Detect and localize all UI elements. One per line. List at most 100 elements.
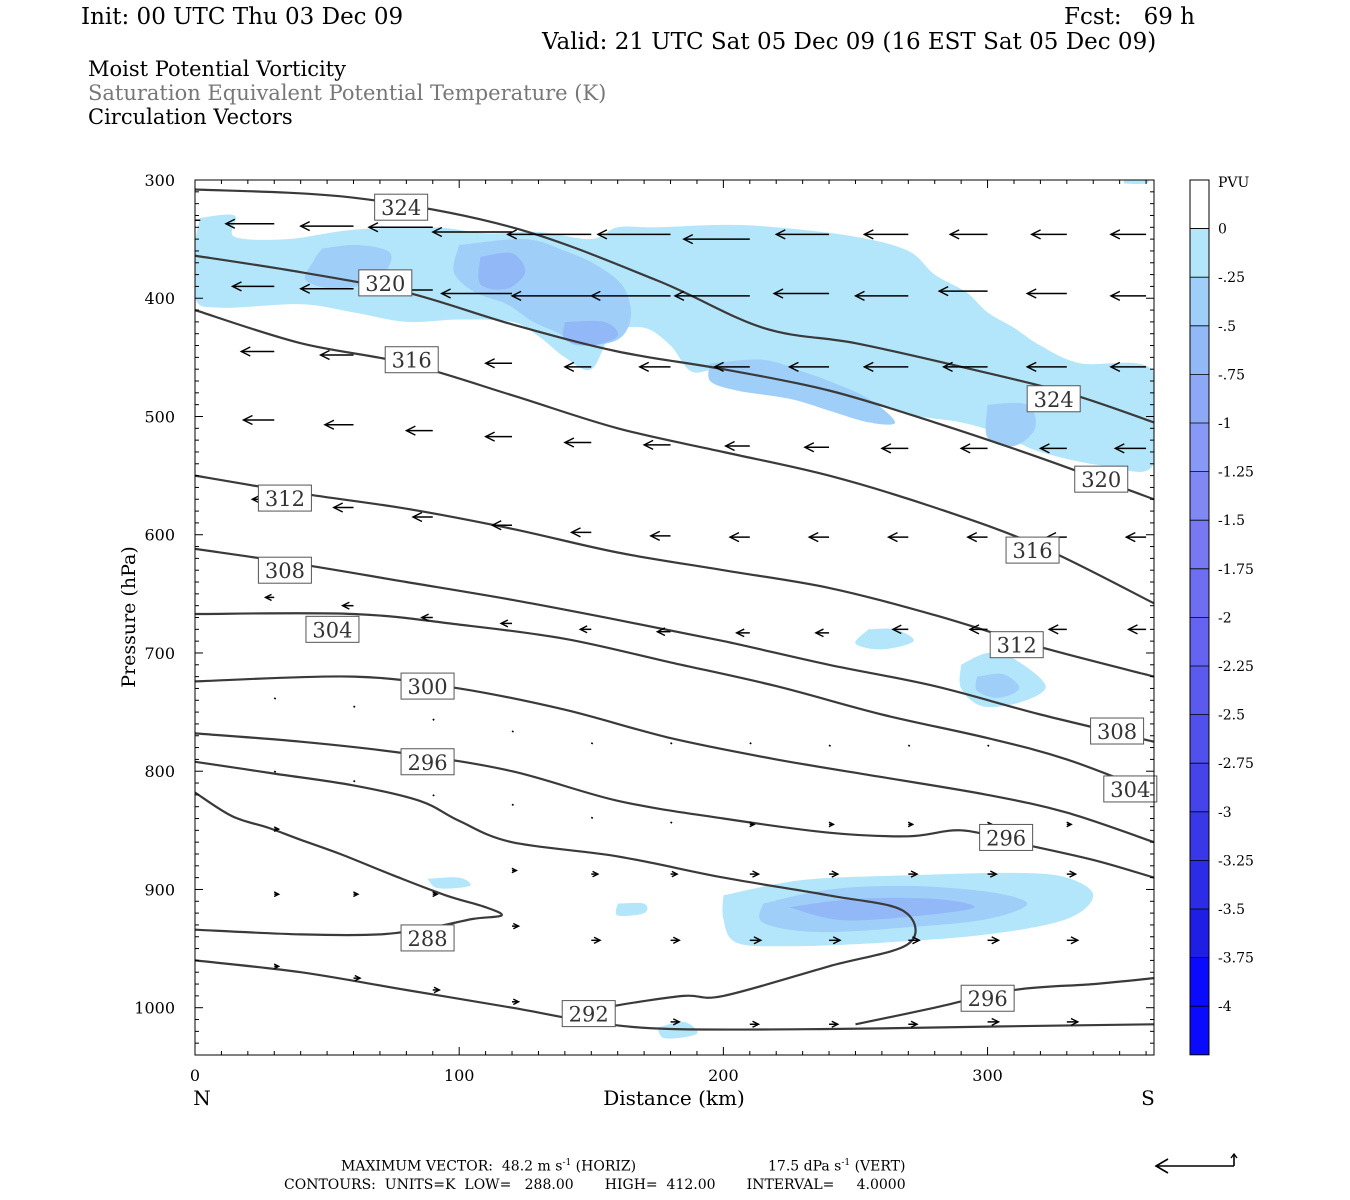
circulation-vector (511, 803, 514, 806)
circulation-vector (670, 936, 681, 944)
vector-head (649, 530, 661, 542)
vector-head (353, 891, 360, 898)
colorbar-unit: PVU (1218, 175, 1250, 191)
contour-label-box (305, 615, 360, 643)
circulation-vector (1066, 821, 1073, 828)
max-horiz-exponent: -1 (562, 1158, 572, 1168)
circulation-vector (273, 697, 277, 700)
contour-line (195, 760, 917, 1021)
circulation-vector (670, 1018, 681, 1026)
circulation-vector (1025, 288, 1067, 299)
contour-label: 300 (408, 675, 448, 699)
vector-head (853, 290, 865, 302)
contour-label-box (1103, 775, 1158, 803)
y-axis-label: Pressure (hPa) (118, 546, 140, 688)
x-tick-label: 200 (708, 1066, 739, 1085)
colorbar-label: -1.25 (1218, 465, 1254, 481)
vector-shaft (987, 744, 990, 747)
vector-head (831, 1020, 840, 1028)
circulation-vector (1124, 531, 1147, 543)
circulation-vector (886, 531, 909, 543)
field-title-pv: Moist Potential Vorticity (88, 57, 346, 81)
pv-region (615, 902, 648, 917)
circulation-vector (713, 361, 750, 372)
vector-head (989, 870, 998, 878)
vector-head (569, 527, 581, 538)
y-tick-label: 1000 (134, 999, 175, 1018)
vector-head (299, 220, 311, 232)
circulation-vector (941, 361, 988, 372)
vector-shaft (432, 794, 435, 797)
circulation-vector (499, 619, 513, 628)
y-tick-label: 500 (144, 407, 175, 426)
circulation-vector (1025, 361, 1067, 372)
circulation-vector (510, 290, 592, 302)
contour-label-box (1005, 536, 1060, 564)
circulation-vector (512, 922, 521, 930)
vector-head (513, 922, 521, 930)
contour-line (195, 254, 1154, 501)
circulation-vector (563, 437, 592, 448)
circulation-vector (578, 625, 592, 634)
vector-head (411, 511, 423, 523)
vector-head (563, 437, 575, 448)
colorbar-box (1190, 568, 1209, 618)
pv-region (195, 214, 1154, 472)
colorbar-box (1190, 423, 1209, 472)
vector-head (592, 870, 600, 878)
contour-label-box (989, 631, 1044, 659)
colorbar-label: -.5 (1218, 319, 1236, 335)
vector-shaft (749, 742, 752, 745)
circulation-vector (987, 936, 1001, 945)
contour-label: 312 (997, 634, 1037, 658)
vector-head (937, 286, 949, 297)
circulation-vector (195, 219, 201, 221)
circulation-vector (682, 233, 750, 245)
contour-label: 288 (408, 927, 448, 951)
circulation-vector (1109, 229, 1147, 240)
colorbar-label: -3.75 (1218, 951, 1254, 967)
contour-label: 304 (312, 618, 352, 642)
colorbar-box (1190, 374, 1209, 423)
vector-head (354, 974, 362, 982)
vector-head (593, 936, 602, 944)
vector-head (404, 425, 416, 436)
circulation-vector (749, 742, 752, 745)
vector-head (948, 229, 960, 240)
vector-head (1038, 443, 1050, 454)
vector-shaft (670, 821, 673, 824)
circulation-vector (862, 229, 909, 240)
circulation-vector (907, 744, 911, 747)
y-tick-label: 600 (144, 526, 175, 545)
circulation-vector (774, 229, 830, 240)
vector-head (332, 502, 344, 513)
circulation-vector (891, 624, 909, 635)
circulation-vector (908, 1020, 919, 1028)
vector-head (510, 290, 522, 302)
pv-region (427, 877, 471, 889)
vector-head (671, 870, 679, 878)
circulation-vector (908, 870, 919, 878)
vector-head (420, 613, 429, 622)
colorbar-label: -3 (1218, 805, 1232, 821)
contour-label: 296 (986, 826, 1026, 850)
circulation-vector (1126, 624, 1147, 635)
circulation-vector (807, 531, 830, 543)
vector-head (912, 936, 921, 945)
vector-head (886, 531, 898, 543)
vector-head (862, 229, 874, 240)
circulation-vector (1109, 361, 1147, 372)
circulation-vector (563, 361, 592, 372)
circulation-vector (590, 742, 594, 745)
contour-label-box (384, 346, 439, 374)
contour-label: 304 (1110, 778, 1150, 802)
contour-line (195, 675, 1154, 844)
circulation-vector (353, 705, 356, 708)
vector-head (1113, 443, 1125, 454)
vector-head (1030, 229, 1041, 240)
vector-shaft (590, 742, 594, 745)
vector-shaft (353, 705, 356, 708)
circulation-vector (432, 718, 435, 721)
contour-label-box (257, 484, 312, 512)
contour-label: 320 (365, 272, 405, 296)
